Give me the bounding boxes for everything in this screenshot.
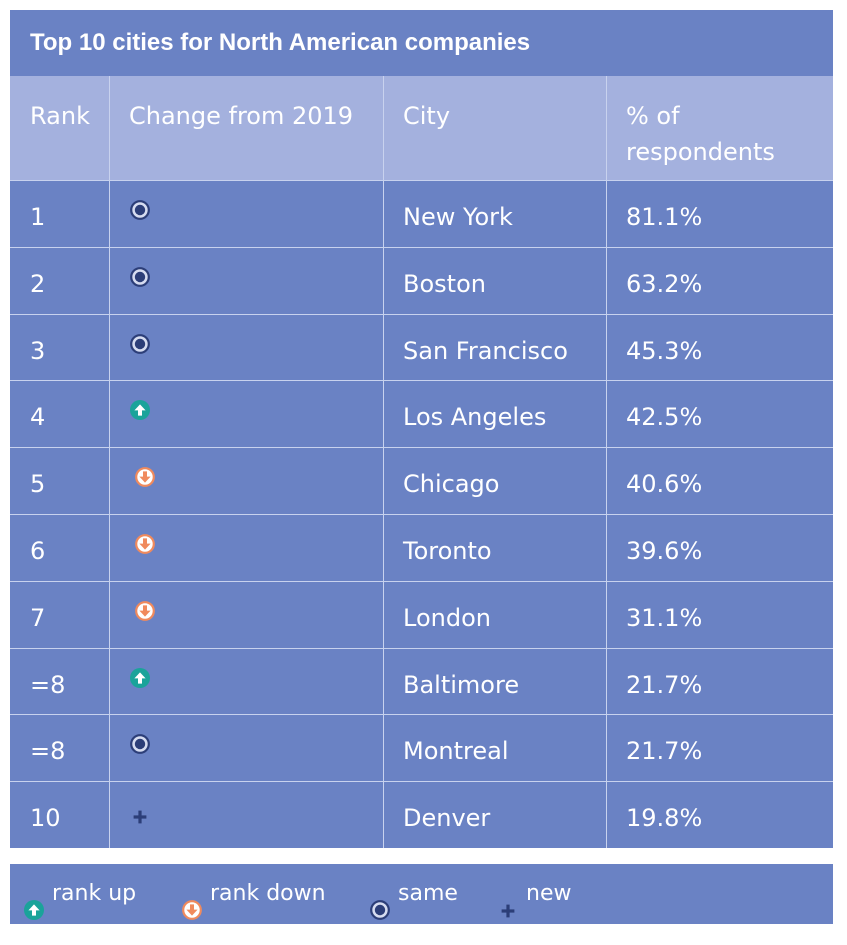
city-cell: San Francisco (403, 336, 568, 365)
rank-cell: 6 (30, 537, 46, 565)
row-divider (10, 380, 833, 382)
column-divider (383, 76, 384, 848)
row-divider (10, 781, 833, 783)
target-dot-icon (130, 200, 150, 224)
header-rank: Rank (10, 76, 109, 180)
header-change-label: Change from 2019 (129, 102, 354, 130)
percent-cell: 19.8% (626, 804, 703, 833)
table-row: 3 San Francisco 45.3% (10, 314, 833, 381)
row-divider (10, 514, 833, 515)
column-divider (109, 76, 110, 848)
rank-cell: 1 (30, 203, 46, 231)
percent-cell: 63.2% (626, 269, 703, 298)
cities-table: Top 10 cities for North American compani… (10, 10, 833, 848)
column-divider (606, 76, 607, 848)
row-divider (10, 714, 833, 716)
city-cell: Denver (403, 804, 491, 833)
table-row: 6 Toronto 39.6% (10, 514, 833, 581)
arrow-down-circle-icon (135, 534, 155, 558)
legend: rank up rank down same new (10, 864, 833, 924)
table-row: 5 Chicago 40.6% (10, 447, 833, 514)
target-dot-icon (130, 333, 150, 358)
legend-label: same (398, 881, 458, 906)
legend-label: rank up (52, 881, 137, 906)
table-row: 2 Boston 63.2% (10, 247, 833, 314)
rank-cell: =8 (30, 737, 66, 766)
table-row: 7 London 31.1% (10, 581, 833, 648)
city-cell: New York (403, 203, 513, 231)
city-cell: Los Angeles (403, 403, 547, 432)
target-dot-icon (130, 734, 150, 758)
target-dot-icon (130, 266, 150, 291)
target-dot-icon (370, 884, 390, 944)
table-row: 10 Denver 19.8% (10, 781, 833, 848)
row-divider (10, 246, 833, 248)
rank-cell: 5 (30, 470, 46, 499)
row-divider (10, 180, 833, 181)
percent-cell: 40.6% (626, 470, 703, 499)
arrow-down-circle-icon (182, 884, 202, 944)
rank-cell: =8 (30, 670, 66, 699)
header-change: Change from 2019 (109, 76, 383, 180)
table-title: Top 10 cities for North American compani… (30, 29, 531, 56)
percent-cell: 21.7% (626, 670, 703, 699)
header-percent: % of respondents (606, 76, 833, 180)
plus-icon (498, 885, 518, 945)
row-divider (10, 447, 833, 449)
rank-cell: 4 (30, 403, 46, 432)
rank-cell: 10 (30, 804, 61, 833)
arrow-up-circle-icon (24, 884, 44, 944)
percent-cell: 81.1% (626, 203, 703, 231)
percent-cell: 21.7% (626, 737, 703, 766)
table-row: 4 Los Angeles 42.5% (10, 380, 833, 447)
rank-cell: 7 (30, 603, 46, 632)
arrow-up-circle-icon (130, 667, 150, 692)
header-percent-label: % of respondents (626, 102, 775, 166)
percent-cell: 39.6% (626, 537, 703, 565)
arrow-down-circle-icon (135, 600, 155, 625)
row-divider (10, 313, 833, 315)
city-cell: Toronto (403, 537, 492, 565)
header-rank-label: Rank (30, 102, 90, 130)
arrow-up-circle-icon (130, 400, 150, 424)
percent-cell: 31.1% (626, 603, 703, 632)
rank-cell: 3 (30, 336, 46, 365)
header-city-label: City (403, 102, 451, 130)
city-cell: Montreal (403, 737, 509, 766)
city-cell: Baltimore (403, 670, 520, 699)
plus-icon (130, 807, 150, 831)
row-divider (10, 647, 833, 649)
city-cell: Boston (403, 269, 486, 298)
legend-label: rank down (210, 881, 326, 906)
city-cell: London (403, 603, 491, 632)
percent-cell: 42.5% (626, 403, 703, 432)
rank-cell: 2 (30, 269, 46, 298)
legend-label: new (526, 881, 572, 906)
header-city: City (383, 76, 606, 180)
table-row: =8 Montreal 21.7% (10, 714, 833, 781)
table-row: 1 New York 81.1% (10, 180, 833, 247)
percent-cell: 45.3% (626, 336, 703, 365)
arrow-down-circle-icon (135, 467, 155, 491)
city-cell: Chicago (403, 470, 500, 499)
table-row: =8 Baltimore 21.7% (10, 648, 833, 715)
row-divider (10, 580, 833, 582)
